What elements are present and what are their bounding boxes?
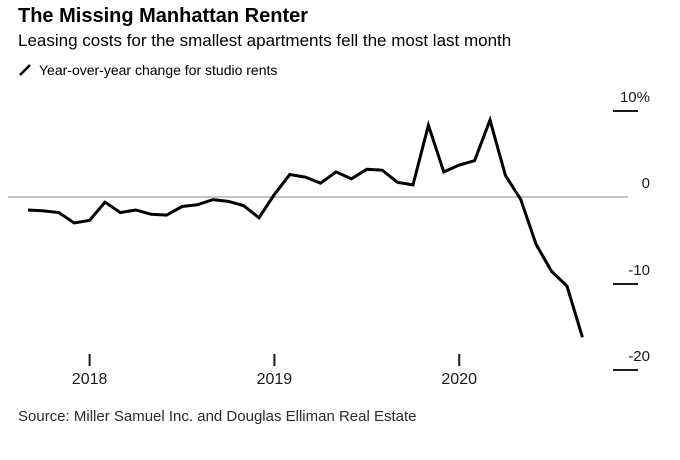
y-axis-tick	[613, 369, 638, 371]
studio-rent-yoy-line	[27, 115, 584, 338]
y-axis-tick	[613, 109, 638, 112]
source-note: Source: Miller Samuel Inc. and Douglas E…	[18, 408, 417, 425]
page-subtitle: Leasing costs for the smallest apartment…	[18, 31, 512, 50]
line-series-slash-icon	[19, 64, 31, 76]
x-axis-label: 2018	[71, 371, 108, 388]
y-axis-label: 10%	[619, 88, 650, 106]
page-title: The Missing Manhattan Renter	[18, 5, 309, 27]
y-axis-label: -10	[628, 261, 650, 279]
legend: Year-over-year change for studio rents	[18, 62, 277, 78]
y-axis-tick	[613, 282, 638, 285]
x-axis-label: 2020	[441, 371, 477, 388]
legend-label: Year-over-year change for studio rents	[39, 62, 278, 78]
y-axis-label: -20	[628, 348, 650, 365]
x-axis-label: 2019	[256, 371, 293, 388]
y-axis-label: 0	[641, 175, 650, 192]
